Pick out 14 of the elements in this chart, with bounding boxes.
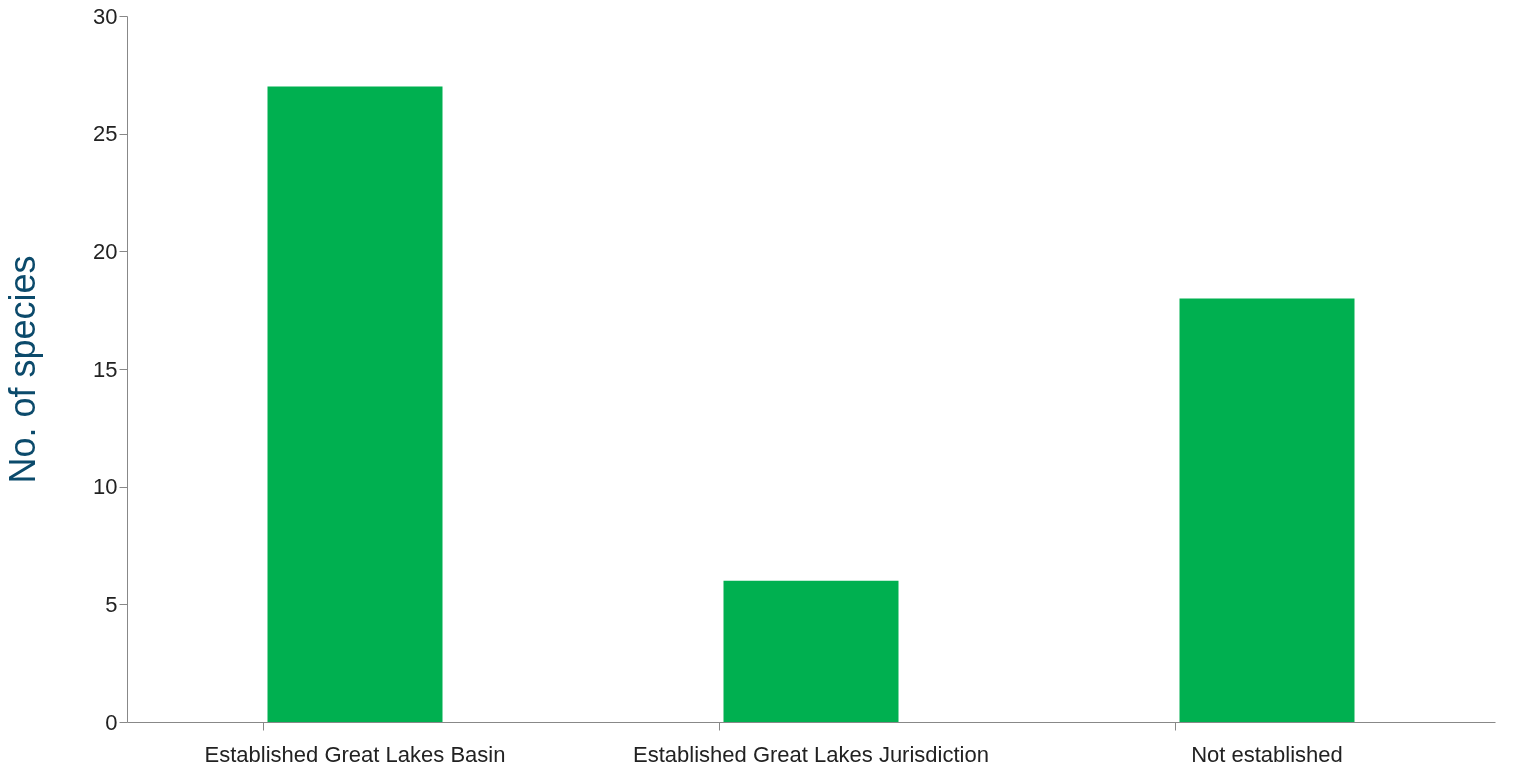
y-axis-title: No. of species	[2, 255, 44, 484]
bar	[1179, 298, 1355, 722]
bar	[723, 580, 899, 722]
y-tick-label: 20	[93, 238, 118, 264]
y-tick-label: 30	[93, 3, 118, 29]
y-tick-label: 5	[105, 591, 118, 617]
x-tick-label: Established Great Lakes Basin	[204, 741, 506, 767]
x-tick-label: Established Great Lakes Jurisdiction	[633, 741, 989, 767]
y-tick-label: 10	[93, 474, 118, 500]
x-tick-label: Not established	[1191, 741, 1343, 767]
y-tick-label: 0	[105, 709, 118, 735]
y-tick-label: 25	[93, 121, 118, 147]
y-tick-label: 15	[93, 356, 118, 382]
bar	[267, 86, 443, 722]
